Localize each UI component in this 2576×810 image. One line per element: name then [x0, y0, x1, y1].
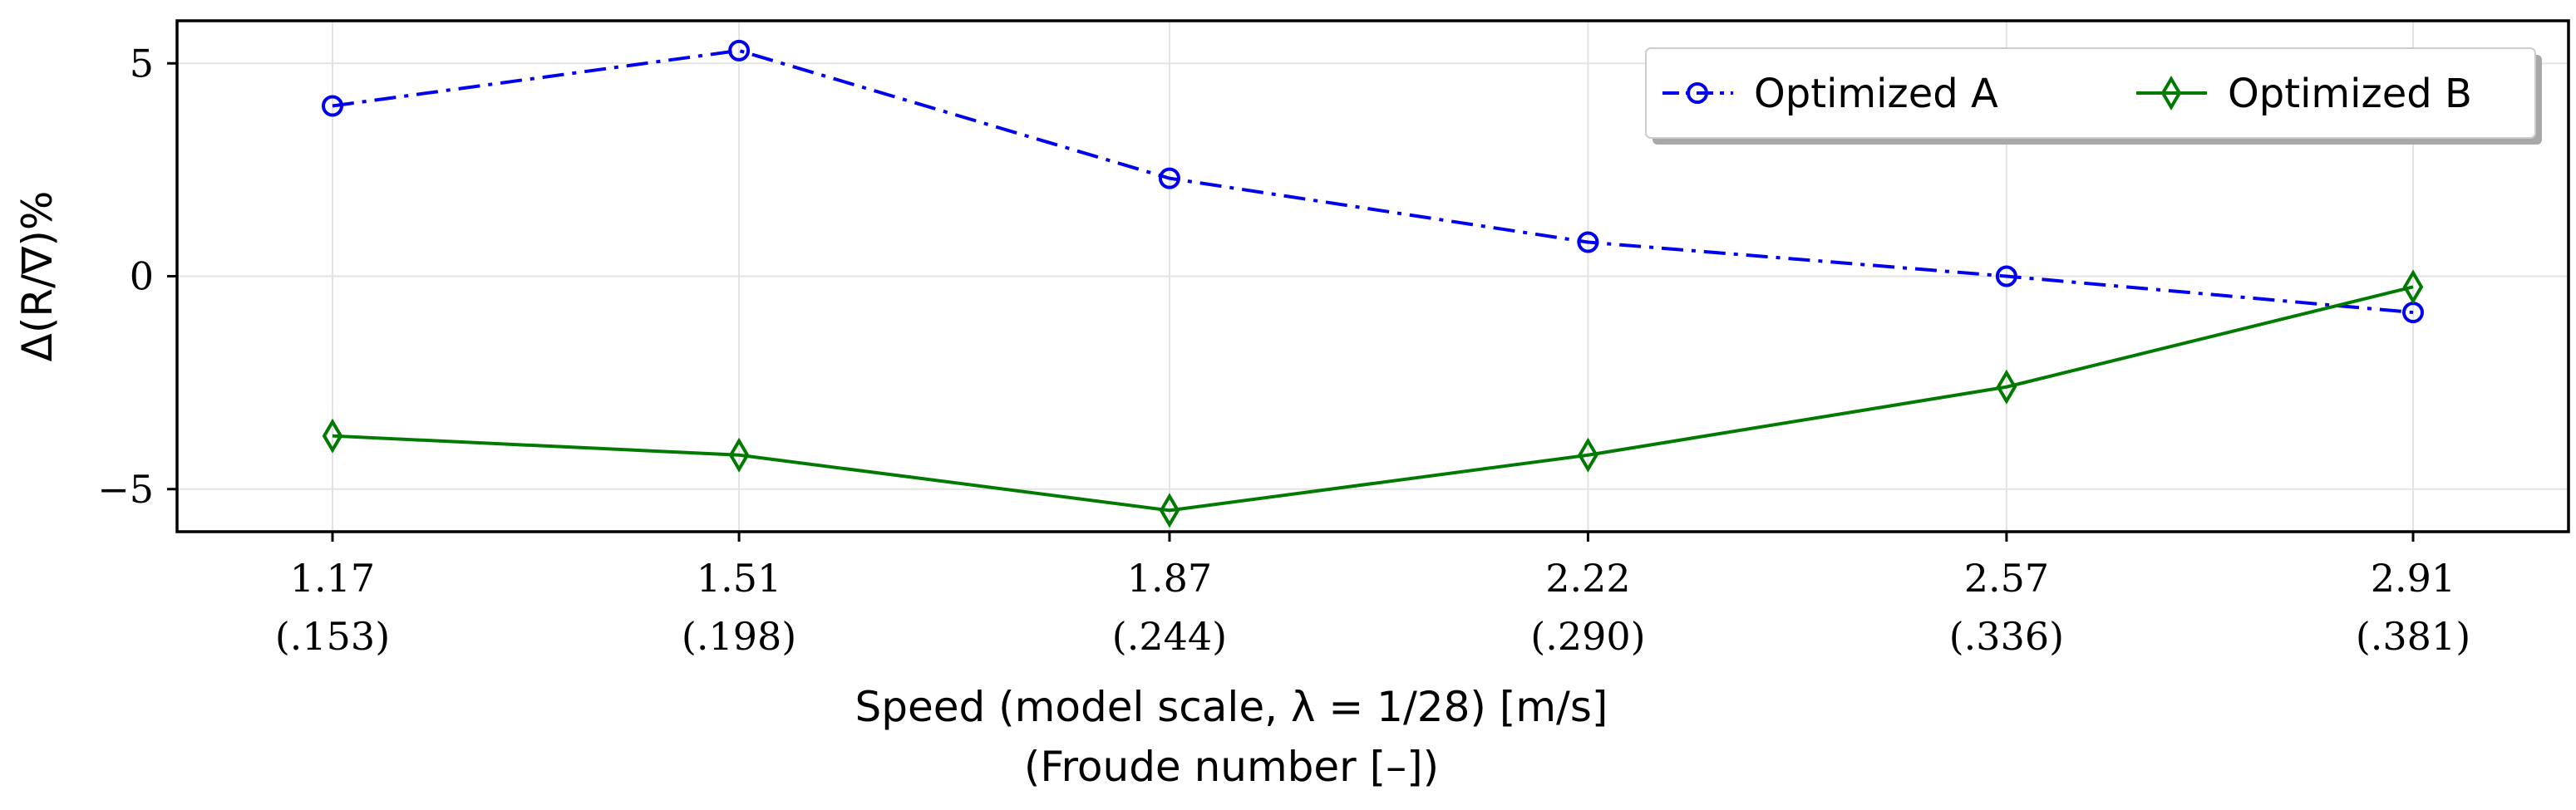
legend-box	[1645, 47, 2536, 139]
data-point-marker	[2402, 269, 2424, 305]
x-axis-title: Speed (model scale, λ = 1/28) [m/s]	[855, 683, 1608, 731]
y-tick-label: 0	[130, 254, 154, 299]
y-tick-label: −5	[97, 467, 154, 512]
data-point-marker	[728, 437, 750, 473]
data-point-marker	[1577, 231, 1599, 253]
y-tick-label: 5	[130, 41, 154, 86]
data-point-marker	[322, 95, 344, 117]
legend-entry-2: Optimized B	[2136, 71, 2472, 117]
x-tick-label: 1.17	[290, 556, 375, 601]
legend: Optimized A Optimized B	[1645, 47, 2542, 145]
x-tick-sublabel: (.381)	[2356, 614, 2470, 659]
legend-label: Optimized B	[2228, 71, 2472, 117]
data-point-marker	[1578, 437, 1598, 473]
data-point-marker	[1159, 493, 1180, 528]
x-tick-sublabel: (.198)	[682, 614, 796, 659]
legend-entries: Optimized A Optimized B	[1662, 71, 2472, 117]
x-tick-sublabel: (.336)	[1949, 614, 2064, 659]
legend-entry-1: Optimized A	[1662, 71, 1998, 117]
legend-label: Optimized A	[1754, 71, 1998, 117]
y-axis-title: Δ(R/∇)%	[13, 191, 62, 362]
series-line	[332, 48, 2414, 315]
x-axis-subtitle: (Froude number [–])	[1024, 743, 1439, 791]
axis-layer: 1.17 (.153) 1.51 (.198) 1.87 (.244) 2.22 (.290)…	[97, 41, 2470, 659]
series-2	[322, 269, 2424, 528]
x-tick-sublabel: (.153)	[275, 614, 390, 659]
x-tick-label: 1.51	[697, 556, 781, 601]
data-point-marker	[2160, 76, 2182, 110]
data-point-marker	[728, 39, 751, 61]
x-tick-sublabel: (.244)	[1112, 614, 1227, 659]
x-tick-label: 2.22	[1545, 556, 1630, 601]
data-point-marker	[1996, 369, 2017, 405]
data-point-marker	[1158, 167, 1180, 189]
data-point-marker	[322, 418, 343, 454]
x-tick-label: 2.57	[1964, 556, 2049, 601]
x-tick-sublabel: (.290)	[1530, 614, 1645, 659]
x-tick-label: 1.87	[1127, 556, 1212, 601]
series-line	[332, 285, 2414, 513]
x-tick-label: 2.91	[2371, 556, 2455, 601]
data-point-marker	[1995, 265, 2017, 287]
data-point-marker	[1687, 82, 1708, 104]
series-layer	[322, 39, 2424, 528]
